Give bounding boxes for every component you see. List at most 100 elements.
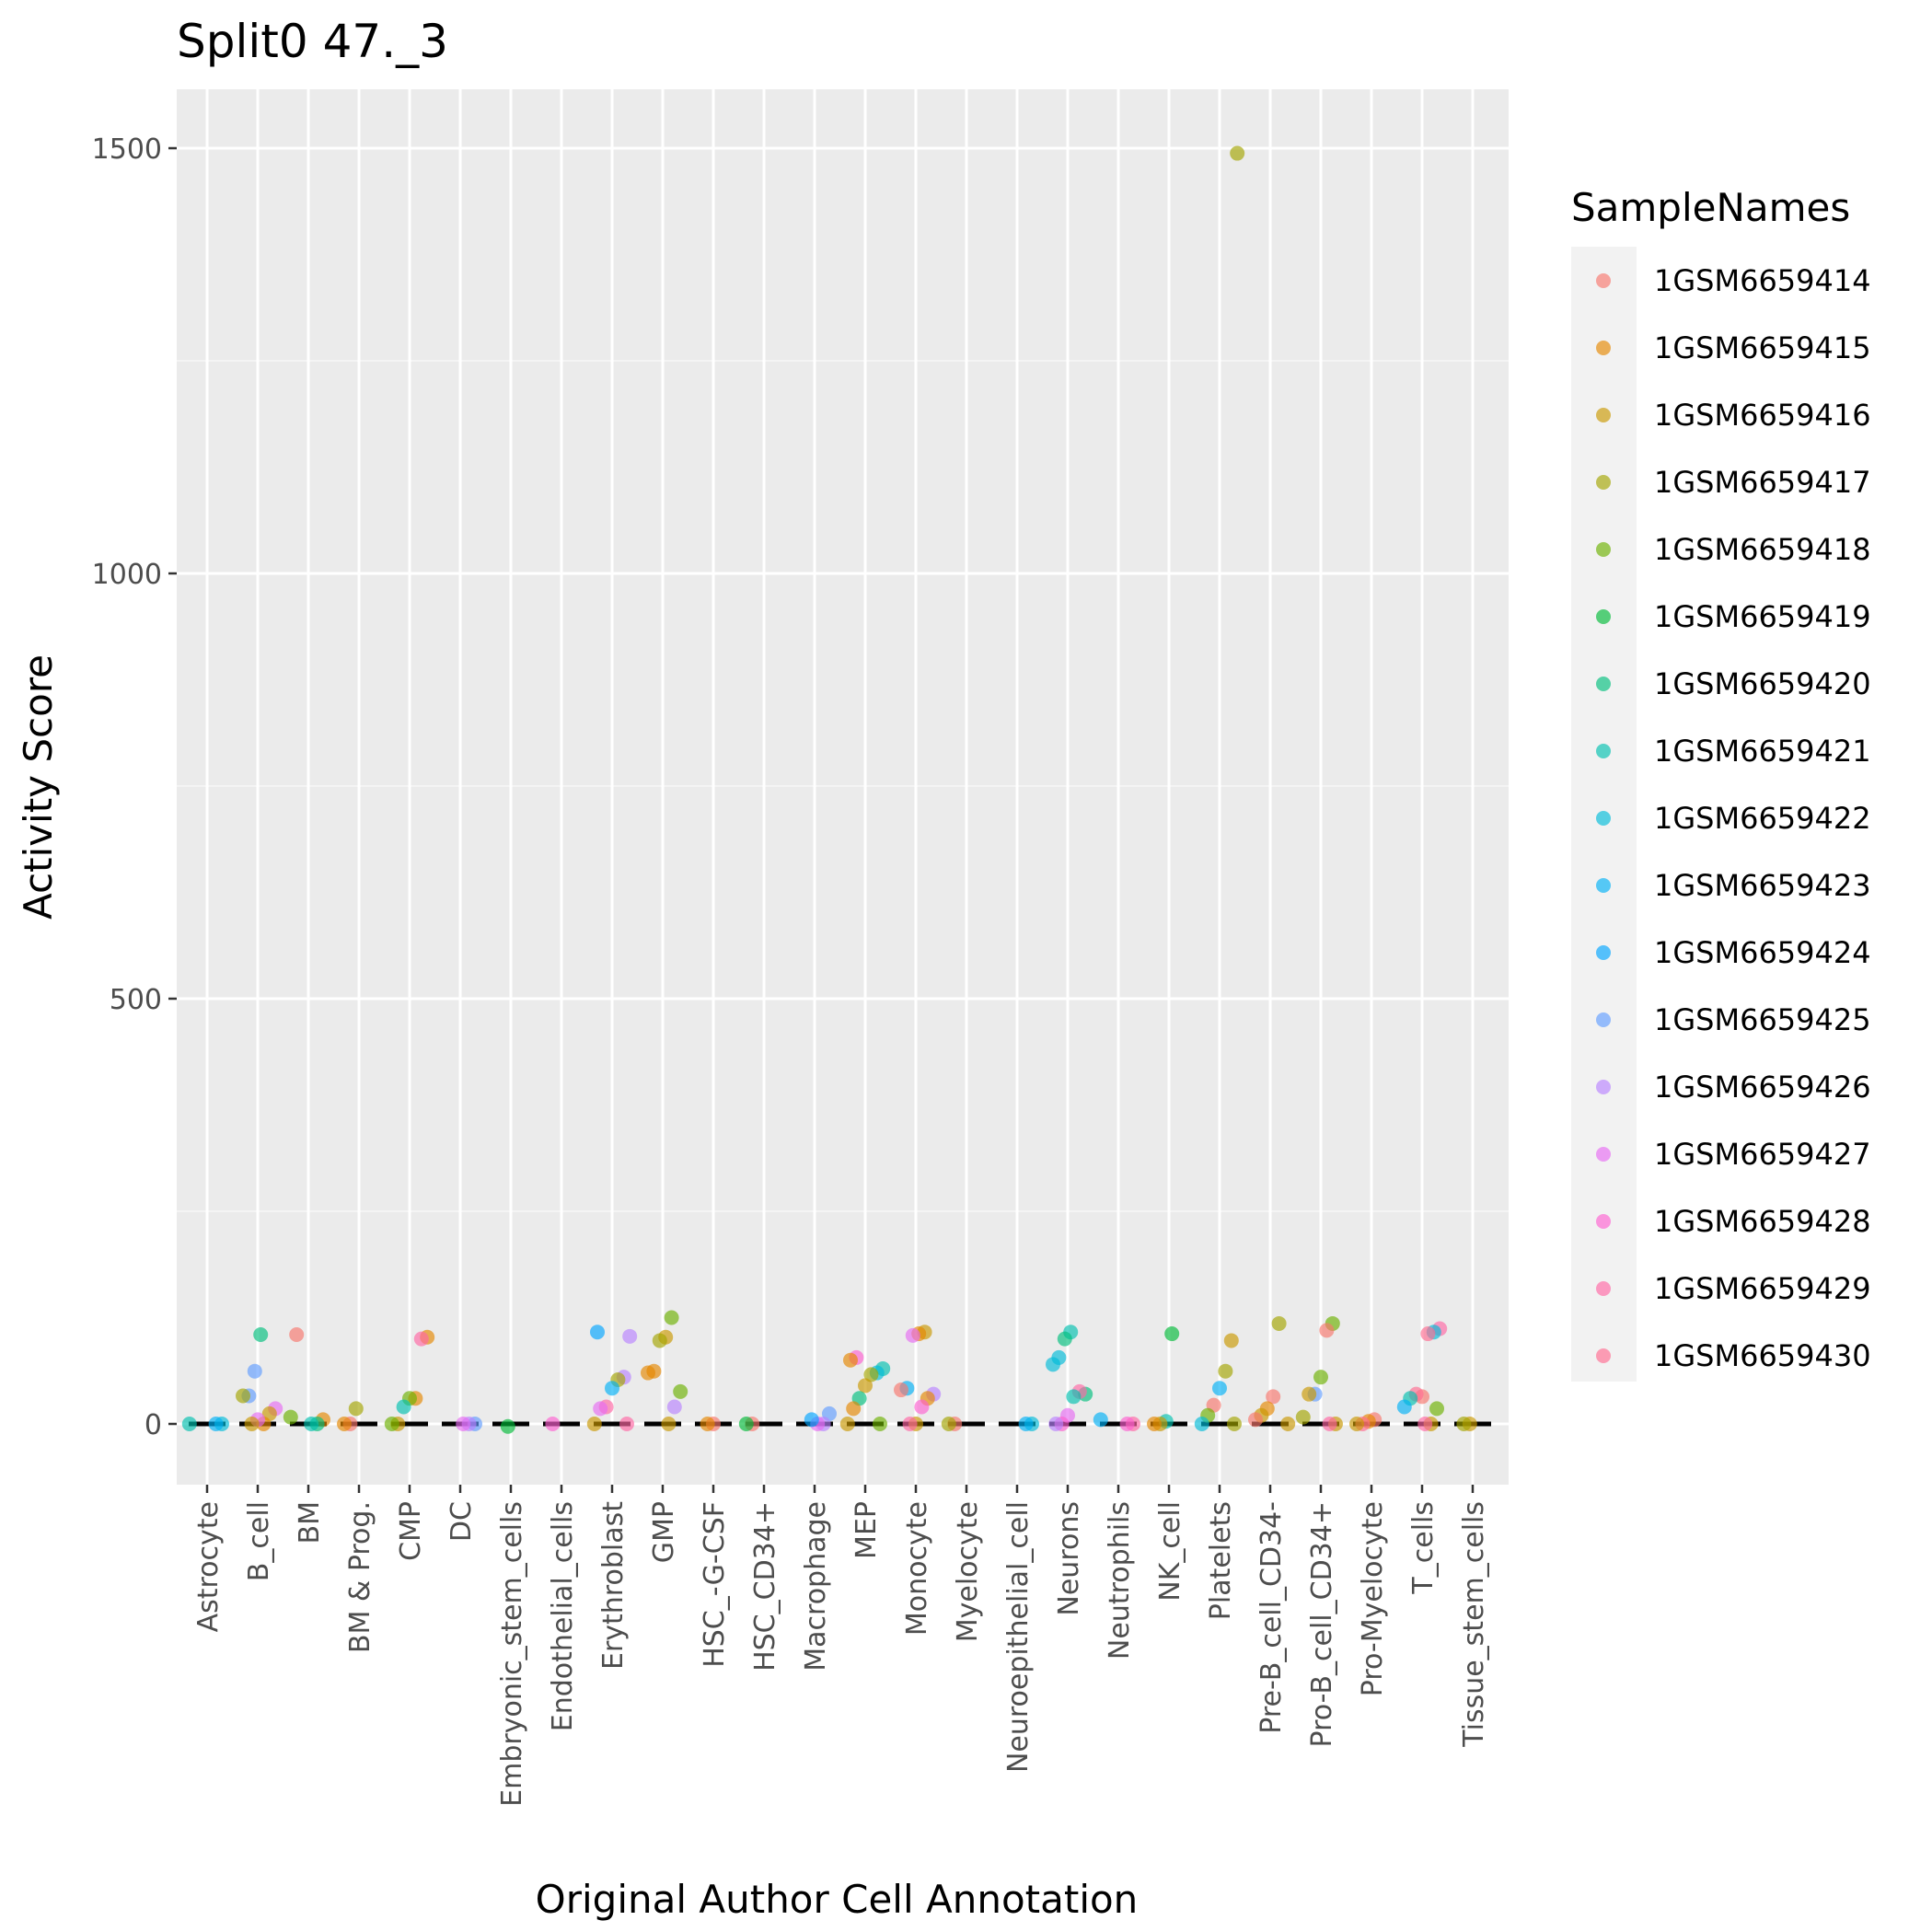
data-point bbox=[605, 1381, 619, 1396]
x-tick-label: Neuroepithelial_cell bbox=[1002, 1501, 1035, 1773]
x-tick-label: Pre-B_cell_CD34- bbox=[1255, 1501, 1288, 1734]
data-point bbox=[858, 1378, 873, 1394]
y-axis-title: Activity Score bbox=[16, 654, 61, 920]
legend-key bbox=[1596, 273, 1611, 288]
legend-label: 1GSM6659420 bbox=[1654, 666, 1871, 701]
data-point bbox=[1396, 1399, 1412, 1415]
data-point bbox=[1119, 1417, 1135, 1431]
data-point bbox=[700, 1417, 715, 1431]
data-point bbox=[1046, 1357, 1060, 1372]
x-tick-label: Platelets bbox=[1205, 1501, 1237, 1620]
legend-label: 1GSM6659414 bbox=[1654, 263, 1871, 298]
legend-label: 1GSM6659423 bbox=[1654, 868, 1871, 903]
legend-key bbox=[1596, 1214, 1611, 1229]
legend-label: 1GSM6659430 bbox=[1654, 1338, 1871, 1373]
y-tick-label: 1000 bbox=[92, 559, 162, 591]
x-tick-label: Tissue_stem_cells bbox=[1458, 1501, 1490, 1748]
data-point bbox=[304, 1417, 319, 1431]
data-point bbox=[208, 1417, 224, 1431]
legend-key bbox=[1596, 1080, 1611, 1094]
x-tick-label: BM & Prog. bbox=[344, 1501, 376, 1653]
legend-key bbox=[1596, 945, 1611, 960]
legend-label: 1GSM6659421 bbox=[1654, 734, 1871, 769]
data-point bbox=[1048, 1417, 1064, 1431]
data-points bbox=[181, 145, 1477, 1434]
data-point bbox=[1248, 1412, 1263, 1428]
legend-label: 1GSM6659418 bbox=[1654, 532, 1871, 567]
data-point bbox=[1018, 1417, 1034, 1431]
data-point bbox=[289, 1326, 305, 1342]
legend-key bbox=[1596, 609, 1611, 624]
data-point bbox=[236, 1388, 250, 1404]
legend-label: 1GSM6659426 bbox=[1654, 1070, 1871, 1105]
x-tick-label: DC bbox=[445, 1501, 478, 1542]
legend-label: 1GSM6659422 bbox=[1654, 801, 1871, 836]
legend-key bbox=[1596, 878, 1611, 893]
data-point bbox=[1266, 1389, 1281, 1405]
data-point bbox=[586, 1417, 602, 1431]
legend-key bbox=[1596, 475, 1611, 490]
legend-label: 1GSM6659425 bbox=[1654, 1002, 1871, 1037]
legend: 1GSM6659414 1GSM6659415 1GSM6659416 1GSM665… bbox=[1596, 263, 1871, 1373]
data-point bbox=[1420, 1326, 1436, 1342]
legend-label: 1GSM6659424 bbox=[1654, 935, 1871, 970]
x-tick-label: Neurons bbox=[1053, 1501, 1085, 1616]
x-tick-label: B_cell bbox=[243, 1501, 275, 1581]
data-point bbox=[1456, 1417, 1472, 1431]
x-tick-label: MEP bbox=[850, 1501, 883, 1559]
data-point bbox=[652, 1333, 667, 1348]
data-point bbox=[1429, 1401, 1444, 1417]
x-tick-label: HSC_CD34+ bbox=[749, 1501, 781, 1672]
data-point bbox=[253, 1326, 269, 1342]
x-tick-label: Pro-B_cell_CD34+ bbox=[1306, 1501, 1338, 1747]
x-tick-label: Endothelial_cells bbox=[547, 1501, 579, 1731]
data-point bbox=[283, 1409, 298, 1425]
y-axis: 0 500 1000 1500 bbox=[92, 133, 177, 1441]
legend-label: 1GSM6659429 bbox=[1654, 1271, 1871, 1306]
data-point bbox=[902, 1417, 918, 1431]
data-point bbox=[1271, 1315, 1287, 1331]
legend-label: 1GSM6659419 bbox=[1654, 599, 1871, 634]
data-point bbox=[1322, 1417, 1337, 1431]
plot-panel bbox=[177, 89, 1509, 1485]
data-point bbox=[1280, 1417, 1296, 1431]
legend-key bbox=[1596, 542, 1611, 557]
data-point bbox=[894, 1382, 908, 1398]
data-point bbox=[1313, 1370, 1328, 1385]
data-point bbox=[846, 1401, 862, 1417]
data-point bbox=[873, 1417, 887, 1431]
data-point bbox=[1057, 1331, 1072, 1347]
legend-key bbox=[1596, 1348, 1611, 1363]
x-tick-label: Monocyte bbox=[901, 1501, 933, 1636]
data-point bbox=[738, 1417, 754, 1431]
x-tick-label: CMP bbox=[395, 1501, 427, 1561]
x-axis-title: Original Author Cell Annotation bbox=[536, 1877, 1139, 1922]
legend-label: 1GSM6659415 bbox=[1654, 330, 1871, 365]
data-point bbox=[1319, 1323, 1335, 1338]
legend-label: 1GSM6659428 bbox=[1654, 1204, 1871, 1239]
x-tick-label: T_cells bbox=[1407, 1501, 1440, 1595]
grid-lines bbox=[177, 89, 1509, 1485]
x-tick-label: Astrocyte bbox=[192, 1501, 225, 1632]
data-point bbox=[384, 1417, 399, 1431]
legend-title: SampleNames bbox=[1571, 185, 1850, 230]
legend-key bbox=[1596, 1147, 1611, 1162]
data-point bbox=[1164, 1326, 1180, 1342]
data-point bbox=[863, 1367, 879, 1382]
data-point bbox=[666, 1399, 682, 1415]
legend-key bbox=[1596, 408, 1611, 422]
data-point bbox=[661, 1417, 677, 1431]
data-point bbox=[1147, 1417, 1162, 1431]
x-tick-label: Macrophage bbox=[800, 1501, 832, 1672]
data-point bbox=[622, 1328, 638, 1344]
legend-label: 1GSM6659427 bbox=[1654, 1137, 1871, 1172]
data-point bbox=[181, 1417, 197, 1431]
data-point bbox=[1194, 1417, 1209, 1431]
data-point bbox=[456, 1417, 471, 1431]
x-tick-label: Embryonic_stem_cells bbox=[496, 1501, 528, 1807]
data-point bbox=[905, 1327, 920, 1343]
data-point bbox=[396, 1399, 411, 1415]
x-tick-label: Erythroblast bbox=[597, 1501, 630, 1670]
data-point bbox=[804, 1412, 819, 1428]
